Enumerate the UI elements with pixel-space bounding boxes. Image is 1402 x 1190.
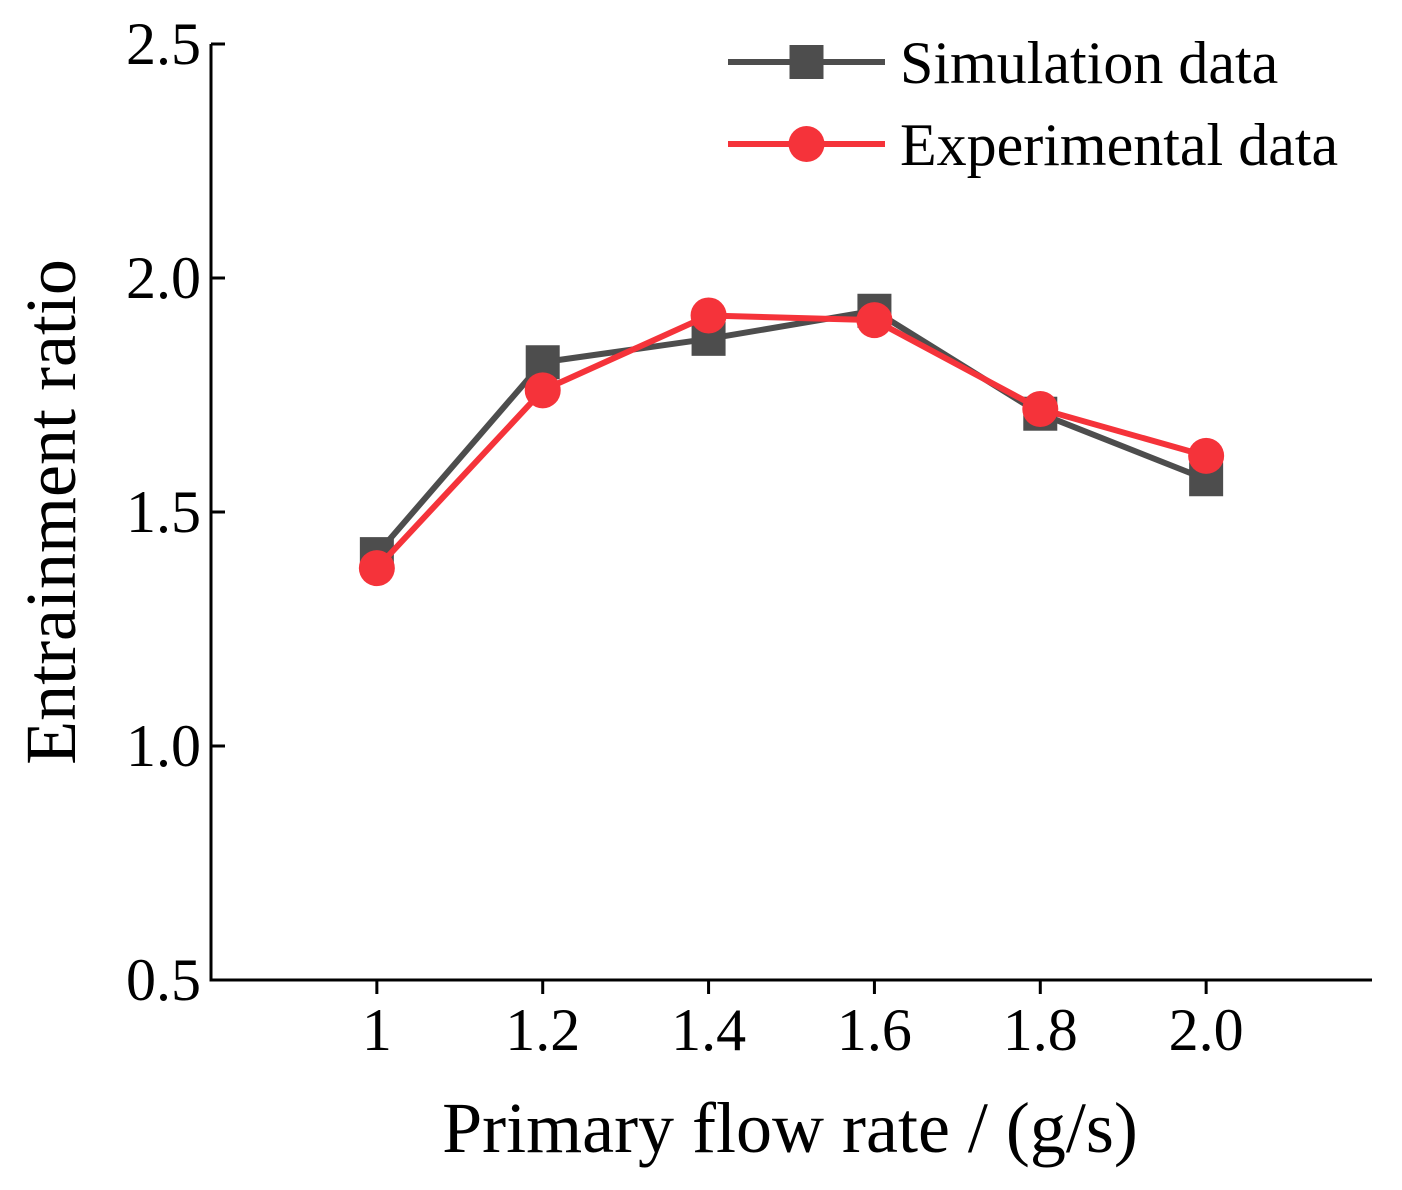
y-axis-title: Entrainment ratio	[11, 259, 91, 765]
x-tick-label: 1.2	[505, 997, 580, 1063]
experimental-data-point	[1022, 391, 1059, 428]
legend-swatch-marker	[789, 45, 824, 79]
x-tick-label: 1.6	[837, 997, 912, 1063]
x-tick-label: 1.4	[671, 997, 746, 1063]
y-tick-label: 1.5	[126, 479, 201, 545]
experimental-data-line	[374, 312, 1207, 571]
x-tick-label: 1	[362, 997, 392, 1063]
experimental-data-point	[856, 302, 893, 339]
legend-label: Experimental data	[900, 112, 1338, 178]
legend-item-experimental-data: Experimental data	[728, 112, 1338, 178]
y-tick-label: 2.5	[126, 11, 201, 77]
y-tick-label: 1.0	[126, 713, 201, 779]
experimental-data-point	[524, 372, 561, 409]
x-axis-title: Primary flow rate / (g/s)	[442, 1088, 1138, 1168]
y-tick-label: 2.0	[126, 245, 201, 311]
ticks: 0.5 1.0 1.5 2.0 2.5 1 1.2 1.4 1.6 1.8 2.0	[126, 11, 1244, 1063]
legend-label: Simulation data	[900, 30, 1278, 96]
experimental-data-point	[358, 550, 395, 587]
x-tick-label: 2.0	[1169, 997, 1244, 1063]
legend-swatch-marker	[788, 126, 825, 162]
series-layer	[358, 293, 1225, 587]
x-tick-label: 1.8	[1003, 997, 1078, 1063]
y-tick-label: 0.5	[126, 947, 201, 1013]
experimental-data-point	[1188, 437, 1225, 474]
legend: Simulation data Experimental data	[728, 30, 1338, 178]
simulation-data-line	[374, 307, 1208, 557]
axes	[209, 44, 1372, 982]
experimental-data-point	[690, 297, 727, 334]
legend-item-simulation-data: Simulation data	[728, 30, 1278, 96]
